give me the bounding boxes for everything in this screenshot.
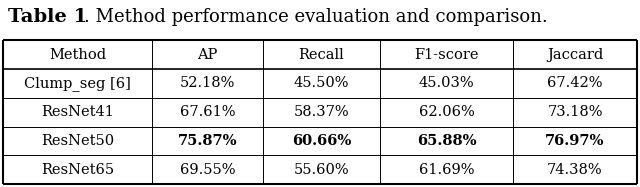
Text: 73.18%: 73.18% (547, 105, 603, 119)
Text: ResNet50: ResNet50 (41, 134, 114, 148)
Text: 45.50%: 45.50% (294, 76, 349, 90)
Text: . Method performance evaluation and comparison.: . Method performance evaluation and comp… (84, 8, 548, 26)
Text: 62.06%: 62.06% (419, 105, 475, 119)
Text: 76.97%: 76.97% (545, 134, 605, 148)
Text: F1-score: F1-score (415, 48, 479, 62)
Text: 67.42%: 67.42% (547, 76, 603, 90)
Text: Recall: Recall (299, 48, 344, 62)
Text: AP: AP (197, 48, 218, 62)
Text: 74.38%: 74.38% (547, 163, 603, 177)
Text: 52.18%: 52.18% (180, 76, 236, 90)
Text: Jaccard: Jaccard (547, 48, 603, 62)
Text: 60.66%: 60.66% (292, 134, 351, 148)
Text: ResNet41: ResNet41 (41, 105, 114, 119)
Text: 69.55%: 69.55% (180, 163, 236, 177)
Text: Method: Method (49, 48, 106, 62)
Text: 75.87%: 75.87% (178, 134, 237, 148)
Text: 65.88%: 65.88% (417, 134, 477, 148)
Text: Clump_seg [6]: Clump_seg [6] (24, 76, 131, 91)
Text: Table 1: Table 1 (8, 8, 88, 26)
Text: 55.60%: 55.60% (294, 163, 349, 177)
Text: 67.61%: 67.61% (180, 105, 236, 119)
Text: 61.69%: 61.69% (419, 163, 474, 177)
Text: ResNet65: ResNet65 (41, 163, 114, 177)
Text: 58.37%: 58.37% (294, 105, 349, 119)
Text: 45.03%: 45.03% (419, 76, 474, 90)
